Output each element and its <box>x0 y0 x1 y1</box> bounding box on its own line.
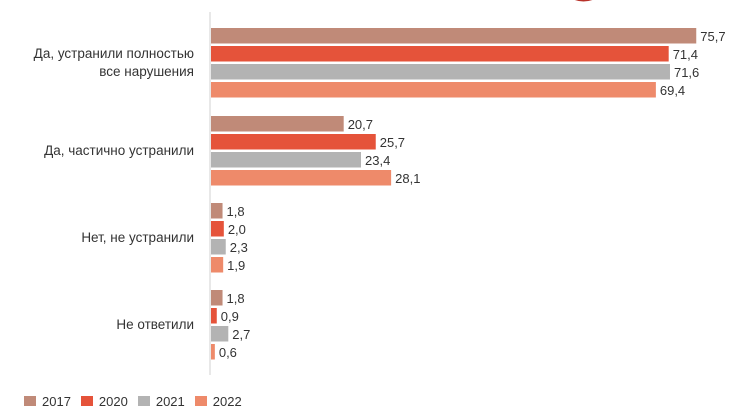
legend-label-2017: 2017 <box>42 393 71 409</box>
data-label-2017-cat2: 1,8 <box>227 204 245 219</box>
legend-item-2021: 2021 <box>137 393 185 409</box>
data-label-2017-cat3: 1,8 <box>227 291 245 306</box>
bar-2020-cat3 <box>211 308 217 324</box>
bar-2020-cat0 <box>211 46 669 62</box>
category-label-line: Не ответили <box>116 316 194 332</box>
category-label-line: Да, устранили полностью <box>33 45 194 61</box>
category-label: Нет, не устранили <box>4 229 194 247</box>
bar-2020-cat1 <box>211 134 376 150</box>
bar-2017-cat3 <box>211 290 223 306</box>
legend-swatch-2020 <box>80 396 93 406</box>
data-label-2022-cat2: 1,9 <box>227 258 245 273</box>
bar-2017-cat1 <box>211 116 344 132</box>
data-label-2017-cat1: 20,7 <box>348 117 373 132</box>
data-label-2021-cat3: 2,7 <box>232 327 250 342</box>
data-label-2017-cat0: 75,7 <box>700 29 725 44</box>
bar-2020-cat2 <box>211 221 224 237</box>
category-label-line: Да, частично устранили <box>44 142 194 158</box>
category-label-line: Нет, не устранили <box>81 229 194 245</box>
bar-2022-cat1 <box>211 170 392 186</box>
category-label: Не ответили <box>4 316 194 334</box>
data-label-2020-cat1: 25,7 <box>380 135 405 150</box>
data-label-2020-cat3: 0,9 <box>221 309 239 324</box>
data-label-2020-cat0: 71,4 <box>673 47 698 62</box>
bar-2021-cat2 <box>211 239 226 255</box>
category-label: Да, устранили полностью все нарушения <box>4 45 194 81</box>
legend-item-2022: 2022 <box>194 393 242 409</box>
legend-swatch-2021 <box>137 396 150 406</box>
bar-2022-cat2 <box>211 257 224 273</box>
data-label-2021-cat0: 71,6 <box>674 65 699 80</box>
data-label-2022-cat1: 28,1 <box>395 171 420 186</box>
bar-2021-cat0 <box>211 64 670 80</box>
bar-2022-cat0 <box>211 82 656 98</box>
legend-swatch-2017 <box>24 396 36 406</box>
data-label-2020-cat2: 2,0 <box>228 222 246 237</box>
legend-item-2017: 2017 <box>24 394 71 409</box>
legend-label-2020: 2020 <box>98 393 128 409</box>
legend-label-2021: 2021 <box>155 393 185 409</box>
decorative-stroke <box>574 0 593 2</box>
bar-2021-cat1 <box>211 152 361 168</box>
category-label: Да, частично устранили <box>4 142 194 160</box>
bar-2017-cat2 <box>211 203 223 219</box>
data-label-2021-cat1: 23,4 <box>365 153 390 168</box>
bar-chart: 75,771,4 71,6 69,4 20,7 25,7 23,4 28,1 1,8 2,0 2,… <box>209 12 726 375</box>
bar-2022-cat3 <box>211 344 215 360</box>
legend-item-2020: 2020 <box>80 393 128 409</box>
category-label-line: все нарушения <box>99 63 194 79</box>
legend-swatch-2022 <box>194 396 207 406</box>
legend: 2017 2020 2021 2022 <box>24 393 252 409</box>
bar-2021-cat3 <box>211 326 229 342</box>
data-label-2021-cat2: 2,3 <box>230 240 248 255</box>
data-label-2022-cat3: 0,6 <box>219 345 237 360</box>
bar-2017-cat0 <box>211 28 697 44</box>
data-label-2022-cat0: 69,4 <box>660 83 685 98</box>
legend-label-2022: 2022 <box>212 393 242 409</box>
